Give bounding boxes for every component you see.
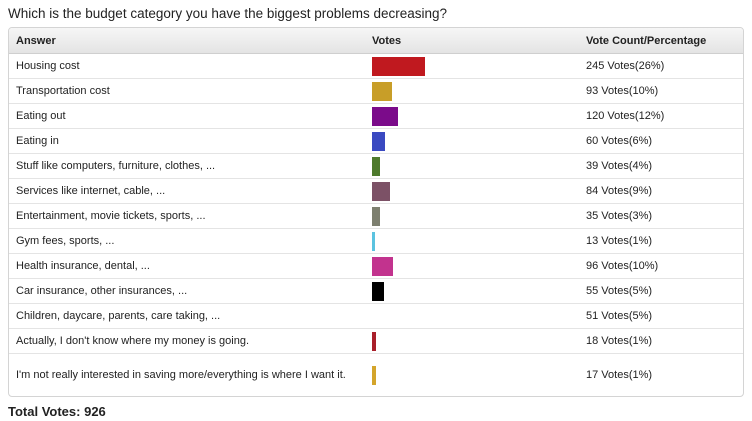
answer: Services like internet, cable, ... <box>9 178 365 204</box>
answer: Stuff like computers, furniture, clothes… <box>9 153 365 179</box>
row: Entertainment, movie tickets, sports, ..… <box>9 203 743 229</box>
bar-cell <box>365 128 579 154</box>
results-table: Answer Votes Vote Count/Percentage Housi… <box>8 27 744 397</box>
answer: Gym fees, sports, ... <box>9 228 365 254</box>
header: Votes <box>365 28 579 54</box>
header-row: Answer Votes Vote Count/Percentage <box>9 28 743 54</box>
header: Answer <box>9 28 365 54</box>
vote-bar <box>372 206 380 226</box>
answer: Eating in <box>9 128 365 154</box>
bar-cell <box>365 203 579 229</box>
bar-cell <box>365 253 579 279</box>
row: I'm not really interested in saving more… <box>9 353 743 396</box>
table-body: Housing cost 245 Votes(26%) Transportation… <box>9 53 743 396</box>
header: Vote Count/Percentage <box>579 28 743 54</box>
row: Health insurance, dental, ... 96 Votes(10… <box>9 253 743 279</box>
vote-bar <box>372 181 391 201</box>
total-value: 926 <box>84 404 106 419</box>
answer: Housing cost <box>9 53 365 79</box>
bar-cell <box>365 178 579 204</box>
answer: I'm not really interested in saving more… <box>9 353 365 396</box>
answer: Entertainment, movie tickets, sports, ..… <box>9 203 365 229</box>
vote-bar <box>372 281 384 301</box>
vote-count: 17 Votes(1%) <box>579 353 743 396</box>
answer: Car insurance, other insurances, ... <box>9 278 365 304</box>
bar-cell <box>365 153 579 179</box>
bar-cell <box>365 228 579 254</box>
vote-bar <box>372 331 376 351</box>
vote-bar <box>372 106 398 126</box>
vote-bar <box>372 56 425 76</box>
vote-bar <box>372 231 375 251</box>
bar-cell <box>365 328 579 354</box>
row: Car insurance, other insurances, ... 55 V… <box>9 278 743 304</box>
bar-cell <box>365 53 579 79</box>
bar-cell <box>365 78 579 104</box>
answer: Eating out <box>9 103 365 129</box>
vote-count: 120 Votes(12%) <box>579 103 743 129</box>
bar-cell <box>365 353 579 396</box>
vote-bar <box>372 306 383 326</box>
vote-count: 13 Votes(1%) <box>579 228 743 254</box>
row: Children, daycare, parents, care taking,… <box>9 303 743 329</box>
vote-count: 55 Votes(5%) <box>579 278 743 304</box>
bar-cell <box>365 303 579 329</box>
vote-count: 35 Votes(3%) <box>579 203 743 229</box>
row: Eating out 120 Votes(12%) <box>9 103 743 129</box>
row: Actually, I don't know where my money is… <box>9 328 743 354</box>
vote-bar <box>372 81 393 101</box>
total-votes: Total Votes: 926 <box>8 404 106 419</box>
vote-bar <box>372 256 393 276</box>
answer: Children, daycare, parents, care taking,… <box>9 303 365 329</box>
vote-bar <box>372 365 376 385</box>
answer: Transportation cost <box>9 78 365 104</box>
total-label: Total Votes: <box>8 404 81 419</box>
vote-bar <box>372 156 381 176</box>
answer: Health insurance, dental, ... <box>9 253 365 279</box>
table: Answer Votes Vote Count/Percentage Housi… <box>9 28 743 396</box>
vote-count: 245 Votes(26%) <box>579 53 743 79</box>
row: Housing cost 245 Votes(26%) <box>9 53 743 79</box>
bar-cell <box>365 278 579 304</box>
vote-count: 93 Votes(10%) <box>579 78 743 104</box>
vote-count: 96 Votes(10%) <box>579 253 743 279</box>
vote-count: 60 Votes(6%) <box>579 128 743 154</box>
row: Transportation cost 93 Votes(10%) <box>9 78 743 104</box>
vote-bar <box>372 131 385 151</box>
row: Services like internet, cable, ... 84 Vot… <box>9 178 743 204</box>
vote-count: 51 Votes(5%) <box>579 303 743 329</box>
vote-count: 39 Votes(4%) <box>579 153 743 179</box>
bar-cell <box>365 103 579 129</box>
answer: Actually, I don't know where my money is… <box>9 328 365 354</box>
vote-count: 18 Votes(1%) <box>579 328 743 354</box>
poll-title: Which is the budget category you have th… <box>8 6 448 21</box>
row: Eating in 60 Votes(6%) <box>9 128 743 154</box>
row: Stuff like computers, furniture, clothes… <box>9 153 743 179</box>
row: Gym fees, sports, ... 13 Votes(1%) <box>9 228 743 254</box>
vote-count: 84 Votes(9%) <box>579 178 743 204</box>
